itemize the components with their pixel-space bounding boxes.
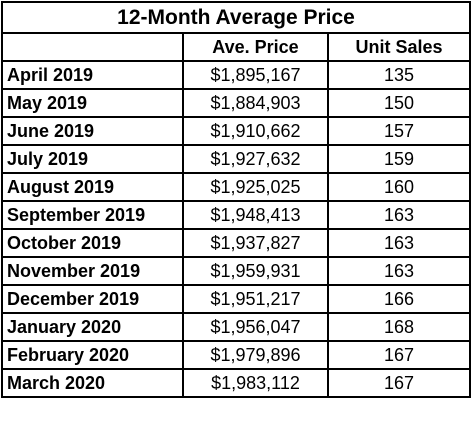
unit-sales-cell: 167 bbox=[327, 340, 471, 370]
header-row: Ave. Price Unit Sales bbox=[1, 32, 471, 62]
month-cell: December 2019 bbox=[1, 284, 184, 314]
month-cell: March 2020 bbox=[1, 368, 184, 398]
column-header-month bbox=[1, 32, 184, 62]
month-cell: February 2020 bbox=[1, 340, 184, 370]
price-table: 12-Month Average Price Ave. Price Unit S… bbox=[1, 1, 471, 398]
table-row: December 2019 $1,951,217 166 bbox=[1, 284, 471, 314]
table-row: May 2019 $1,884,903 150 bbox=[1, 88, 471, 118]
table-row: October 2019 $1,937,827 163 bbox=[1, 228, 471, 258]
price-cell: $1,979,896 bbox=[182, 340, 329, 370]
month-cell: October 2019 bbox=[1, 228, 184, 258]
table-row: April 2019 $1,895,167 135 bbox=[1, 60, 471, 90]
month-cell: September 2019 bbox=[1, 200, 184, 230]
table-row: February 2020 $1,979,896 167 bbox=[1, 340, 471, 370]
table-title: 12-Month Average Price bbox=[1, 1, 471, 34]
table-row: November 2019 $1,959,931 163 bbox=[1, 256, 471, 286]
month-cell: November 2019 bbox=[1, 256, 184, 286]
price-cell: $1,948,413 bbox=[182, 200, 329, 230]
month-cell: August 2019 bbox=[1, 172, 184, 202]
unit-sales-cell: 135 bbox=[327, 60, 471, 90]
price-cell: $1,983,112 bbox=[182, 368, 329, 398]
column-header-units: Unit Sales bbox=[327, 32, 471, 62]
table-row: January 2020 $1,956,047 168 bbox=[1, 312, 471, 342]
unit-sales-cell: 163 bbox=[327, 256, 471, 286]
column-header-price: Ave. Price bbox=[182, 32, 329, 62]
month-cell: June 2019 bbox=[1, 116, 184, 146]
table-row: March 2020 $1,983,112 167 bbox=[1, 368, 471, 398]
month-cell: July 2019 bbox=[1, 144, 184, 174]
price-cell: $1,884,903 bbox=[182, 88, 329, 118]
unit-sales-cell: 167 bbox=[327, 368, 471, 398]
price-cell: $1,910,662 bbox=[182, 116, 329, 146]
price-cell: $1,956,047 bbox=[182, 312, 329, 342]
price-cell: $1,927,632 bbox=[182, 144, 329, 174]
unit-sales-cell: 168 bbox=[327, 312, 471, 342]
unit-sales-cell: 163 bbox=[327, 200, 471, 230]
price-cell: $1,937,827 bbox=[182, 228, 329, 258]
unit-sales-cell: 159 bbox=[327, 144, 471, 174]
table-row: September 2019 $1,948,413 163 bbox=[1, 200, 471, 230]
price-cell: $1,951,217 bbox=[182, 284, 329, 314]
unit-sales-cell: 150 bbox=[327, 88, 471, 118]
month-cell: May 2019 bbox=[1, 88, 184, 118]
unit-sales-cell: 157 bbox=[327, 116, 471, 146]
month-cell: April 2019 bbox=[1, 60, 184, 90]
unit-sales-cell: 163 bbox=[327, 228, 471, 258]
unit-sales-cell: 160 bbox=[327, 172, 471, 202]
price-cell: $1,959,931 bbox=[182, 256, 329, 286]
price-cell: $1,925,025 bbox=[182, 172, 329, 202]
unit-sales-cell: 166 bbox=[327, 284, 471, 314]
table-row: August 2019 $1,925,025 160 bbox=[1, 172, 471, 202]
title-row: 12-Month Average Price bbox=[1, 1, 471, 34]
price-cell: $1,895,167 bbox=[182, 60, 329, 90]
table-row: July 2019 $1,927,632 159 bbox=[1, 144, 471, 174]
table-row: June 2019 $1,910,662 157 bbox=[1, 116, 471, 146]
month-cell: January 2020 bbox=[1, 312, 184, 342]
